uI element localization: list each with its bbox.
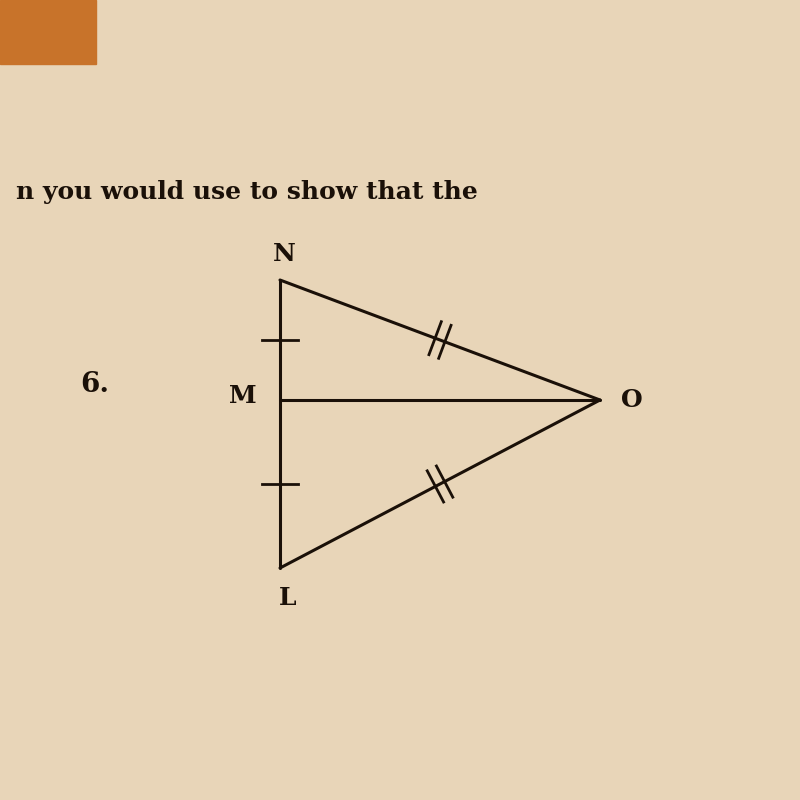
Text: N: N [273,242,295,266]
Text: 6.: 6. [80,370,109,398]
Text: O: O [621,388,643,412]
Text: M: M [230,384,257,408]
Text: L: L [279,586,297,610]
Text: n you would use to show that the: n you would use to show that the [16,180,478,204]
Bar [0,0,96,64]
